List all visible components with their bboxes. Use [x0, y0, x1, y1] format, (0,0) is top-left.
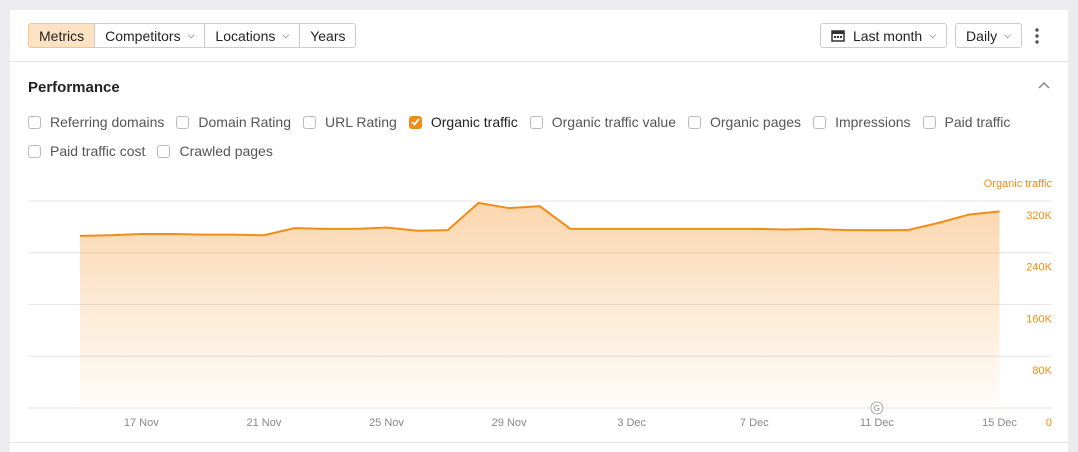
tab[interactable]: Metrics: [28, 23, 96, 48]
metric-option[interactable]: Organic traffic value: [529, 112, 676, 132]
metric-label: Referring domains: [50, 114, 165, 130]
metric-option[interactable]: Paid traffic: [922, 112, 1011, 132]
metric-label: Organic pages: [710, 114, 802, 130]
metric-option[interactable]: Organic traffic: [408, 112, 518, 132]
line: [79, 201, 1000, 237]
y-tick-label: 240K: [1026, 262, 1052, 274]
tab-label: Years: [310, 27, 346, 44]
metric-label: Domain Rating: [198, 114, 291, 130]
y-tick-label: 80K: [1032, 365, 1052, 377]
metric-option[interactable]: Organic pages: [688, 112, 801, 132]
checkbox[interactable]: [303, 115, 316, 129]
controls: Last month ⌵ Daily ⌵: [819, 23, 1022, 48]
checkbox[interactable]: [157, 144, 171, 158]
divider: [10, 61, 1068, 62]
interval-dropdown[interactable]: Daily ⌵: [955, 23, 1022, 48]
tab[interactable]: Competitors ⌵: [94, 23, 206, 48]
y-tick-label: 320K: [1026, 210, 1052, 222]
metric-label: Organic traffic: [430, 114, 518, 130]
annotation-marker: [870, 401, 884, 415]
checkbox[interactable]: [813, 115, 827, 129]
period-label: Last month: [852, 27, 923, 44]
x-tick-label: 25 Nov: [369, 417, 404, 429]
checkbox[interactable]: [529, 115, 543, 129]
x-tick-label: 7 Dec: [740, 417, 769, 429]
checkbox[interactable]: [176, 115, 190, 129]
x-tick-label: 21 Nov: [246, 417, 281, 429]
interval-label: Daily: [966, 27, 998, 44]
metric-label: URL Rating: [325, 114, 397, 130]
x-tick-label: 29 Nov: [492, 417, 527, 429]
checkbox[interactable]: [922, 115, 936, 129]
checkbox[interactable]: [408, 115, 422, 129]
axis-series-label: Organic traffic: [984, 178, 1053, 190]
metric-label: Paid traffic: [944, 114, 1011, 130]
metric-option[interactable]: Domain Rating: [176, 112, 291, 132]
metric-label: Impressions: [835, 114, 911, 130]
y-tick-label: 0: [1046, 417, 1052, 429]
x-tick-label: 3 Dec: [617, 417, 646, 429]
checkbox[interactable]: [28, 144, 41, 158]
checkbox[interactable]: [688, 115, 701, 129]
more-menu[interactable]: [1034, 27, 1040, 45]
metric-label: Crawled pages: [179, 143, 273, 159]
divider: [10, 442, 1068, 443]
tab-label: Metrics: [39, 27, 85, 44]
metric-option[interactable]: URL Rating: [303, 112, 397, 132]
metric-option[interactable]: Impressions: [813, 112, 911, 132]
checkbox[interactable]: [28, 115, 41, 129]
metric-list: Referring domains Domain Rating URL Rating…: [28, 112, 1063, 161]
metric-label: Paid traffic cost: [50, 143, 146, 159]
period-dropdown[interactable]: Last month ⌵: [819, 23, 948, 48]
tab[interactable]: Locations ⌵: [204, 23, 301, 48]
tab-label: Competitors: [105, 27, 181, 44]
collapse-icon[interactable]: [1038, 81, 1050, 89]
x-tick-label: 11 Dec: [860, 417, 895, 429]
metric-option[interactable]: Crawled pages: [157, 141, 273, 161]
metric-label: Organic traffic value: [551, 114, 676, 130]
x-tick-label: 15 Dec: [982, 417, 1017, 429]
tab-label: Locations: [215, 27, 276, 44]
section-title: Performance: [28, 79, 120, 96]
annotation-icon: G: [874, 404, 880, 413]
tab[interactable]: Years: [299, 23, 357, 48]
metric-option[interactable]: Referring domains: [28, 112, 164, 132]
check-mark: [411, 118, 420, 126]
y-tick-label: 160K: [1026, 313, 1052, 325]
metric-option[interactable]: Paid traffic cost: [28, 141, 145, 161]
x-tick-label: 17 Nov: [124, 417, 159, 429]
area: [80, 202, 1000, 408]
calendar-icon: [831, 30, 845, 42]
tabs: Metrics Competitors ⌵ Locations ⌵ Years: [28, 23, 357, 48]
